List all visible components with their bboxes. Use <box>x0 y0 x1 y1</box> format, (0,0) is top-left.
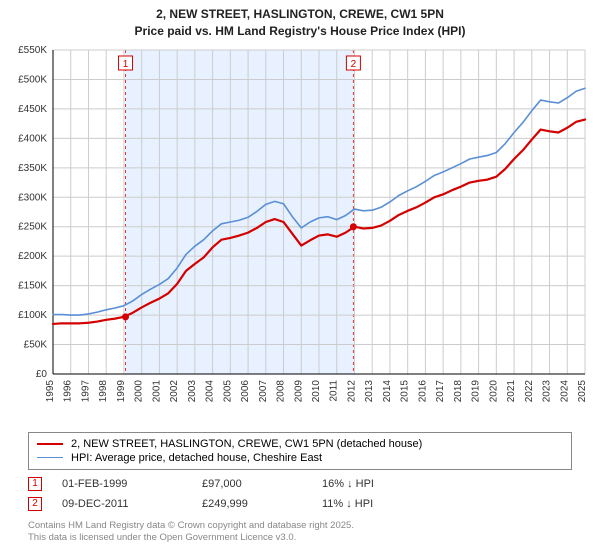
svg-text:2019: 2019 <box>471 379 482 402</box>
legend-label: 2, NEW STREET, HASLINGTON, CREWE, CW1 5P… <box>71 438 422 450</box>
footer-attribution: Contains HM Land Registry data © Crown c… <box>28 520 572 545</box>
marker-price: £97,000 <box>202 478 322 490</box>
footer-line-2: This data is licensed under the Open Gov… <box>28 532 572 544</box>
svg-text:2015: 2015 <box>400 379 411 402</box>
svg-text:1999: 1999 <box>116 379 127 402</box>
svg-text:2005: 2005 <box>222 379 233 402</box>
svg-text:£250K: £250K <box>18 221 47 232</box>
svg-text:2009: 2009 <box>293 379 304 402</box>
svg-text:2021: 2021 <box>506 379 517 402</box>
svg-text:2024: 2024 <box>559 379 570 402</box>
svg-text:£400K: £400K <box>18 133 47 144</box>
svg-text:1: 1 <box>123 59 129 70</box>
marker-row: 1 01-FEB-1999 £97,000 16% ↓ HPI <box>28 474 572 494</box>
svg-text:£300K: £300K <box>18 192 47 203</box>
legend: 2, NEW STREET, HASLINGTON, CREWE, CW1 5P… <box>28 432 572 470</box>
title-line-2: Price paid vs. HM Land Registry's House … <box>0 23 600 40</box>
legend-swatch <box>37 443 63 445</box>
svg-text:1997: 1997 <box>80 379 91 402</box>
marker-table: 1 01-FEB-1999 £97,000 16% ↓ HPI 2 09-DEC… <box>28 474 572 514</box>
marker-badge: 1 <box>28 477 42 491</box>
svg-text:2004: 2004 <box>205 379 216 402</box>
svg-text:2012: 2012 <box>346 379 357 402</box>
svg-text:2016: 2016 <box>417 379 428 402</box>
marker-badge: 2 <box>28 497 42 511</box>
svg-text:2: 2 <box>351 59 357 70</box>
svg-text:2017: 2017 <box>435 379 446 402</box>
svg-text:2007: 2007 <box>258 379 269 402</box>
legend-item: 2, NEW STREET, HASLINGTON, CREWE, CW1 5P… <box>37 437 563 451</box>
svg-text:2020: 2020 <box>488 379 499 402</box>
title-block: 2, NEW STREET, HASLINGTON, CREWE, CW1 5P… <box>0 0 600 44</box>
svg-text:2000: 2000 <box>134 379 145 402</box>
svg-text:2014: 2014 <box>382 379 393 402</box>
chart-container: 2, NEW STREET, HASLINGTON, CREWE, CW1 5P… <box>0 0 600 544</box>
chart-plot: £0 £50K £100K £150K £200K £250K £300K £350K £400… <box>5 44 595 424</box>
svg-text:2013: 2013 <box>364 379 375 402</box>
svg-text:2010: 2010 <box>311 379 322 402</box>
svg-text:£0: £0 <box>36 369 48 380</box>
svg-text:2022: 2022 <box>524 379 535 402</box>
marker-date: 01-FEB-1999 <box>62 478 202 490</box>
svg-text:£350K: £350K <box>18 162 47 173</box>
svg-text:2011: 2011 <box>329 379 340 401</box>
svg-text:£150K: £150K <box>18 280 47 291</box>
svg-text:2001: 2001 <box>151 379 162 402</box>
svg-text:£450K: £450K <box>18 104 47 115</box>
svg-text:2018: 2018 <box>453 379 464 402</box>
footer-line-1: Contains HM Land Registry data © Crown c… <box>28 520 572 532</box>
marker-row: 2 09-DEC-2011 £249,999 11% ↓ HPI <box>28 494 572 514</box>
marker-delta: 11% ↓ HPI <box>322 498 373 510</box>
legend-item: HPI: Average price, detached house, Ches… <box>37 451 563 465</box>
svg-text:2006: 2006 <box>240 379 251 402</box>
svg-text:£550K: £550K <box>18 45 47 56</box>
svg-text:1998: 1998 <box>98 379 109 402</box>
marker-date: 09-DEC-2011 <box>62 498 202 510</box>
svg-text:£100K: £100K <box>18 310 47 321</box>
svg-text:1995: 1995 <box>45 379 56 402</box>
svg-text:2008: 2008 <box>276 379 287 402</box>
marker-price: £249,999 <box>202 498 322 510</box>
svg-text:£200K: £200K <box>18 251 47 262</box>
svg-text:£500K: £500K <box>18 74 47 85</box>
marker-delta: 16% ↓ HPI <box>322 478 374 490</box>
svg-text:2025: 2025 <box>577 379 588 402</box>
svg-text:2023: 2023 <box>542 379 553 402</box>
legend-swatch <box>37 457 63 458</box>
svg-text:2002: 2002 <box>169 379 180 402</box>
legend-label: HPI: Average price, detached house, Ches… <box>71 452 322 464</box>
svg-text:£50K: £50K <box>24 339 48 350</box>
svg-text:1996: 1996 <box>63 379 74 402</box>
title-line-1: 2, NEW STREET, HASLINGTON, CREWE, CW1 5P… <box>0 6 600 23</box>
svg-text:2003: 2003 <box>187 379 198 402</box>
